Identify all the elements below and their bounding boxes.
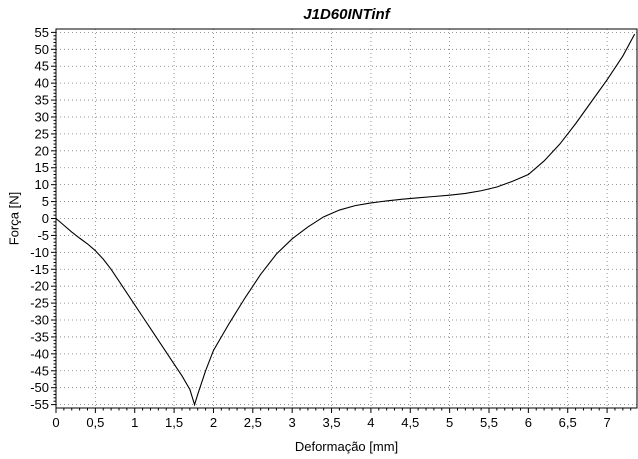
- x-tick-label: 2: [210, 415, 217, 430]
- y-tick-label: 40: [35, 76, 49, 91]
- y-tick-label: 50: [35, 42, 49, 57]
- y-tick-label: -20: [30, 279, 49, 294]
- x-tick-label: 0,5: [86, 415, 104, 430]
- y-tick-label: 45: [35, 59, 49, 74]
- y-tick-label: 10: [35, 177, 49, 192]
- x-tick-label: 0: [52, 415, 59, 430]
- x-tick-label: 5,5: [480, 415, 498, 430]
- y-tick-label: -15: [30, 262, 49, 277]
- force-deformation-curve: [55, 33, 636, 407]
- y-tick-label: -5: [37, 228, 49, 243]
- x-tick-label: 3: [289, 415, 296, 430]
- y-tick-label: 30: [35, 109, 49, 124]
- y-tick-label: 20: [35, 143, 49, 158]
- x-tick-label: 5: [446, 415, 453, 430]
- axis-ticks: [51, 31, 632, 413]
- y-tick-label: -35: [30, 329, 49, 344]
- x-tick-label: 1: [131, 415, 138, 430]
- x-tick-label: 1,5: [165, 415, 183, 430]
- y-tick-label: -25: [30, 296, 49, 311]
- y-tick-label: -55: [30, 397, 49, 412]
- x-tick-label: 2,5: [244, 415, 262, 430]
- y-tick-label: -45: [30, 363, 49, 378]
- grid-lines: [55, 29, 637, 408]
- x-axis-label: Deformação [mm]: [295, 439, 398, 454]
- x-tick-label: 3,5: [323, 415, 341, 430]
- x-tick-labels: 0 0,5 1 1,5 2 2,5 3 3,5 4 4,5 5 5,5 6 6,5 7: [52, 415, 610, 430]
- y-tick-label: -30: [30, 313, 49, 328]
- y-tick-label: -50: [30, 380, 49, 395]
- plot-frame: [55, 28, 638, 409]
- y-tick-label: 5: [42, 194, 49, 209]
- y-tick-label: -40: [30, 346, 49, 361]
- y-tick-label: -10: [30, 245, 49, 260]
- x-tick-label: 6,5: [559, 415, 577, 430]
- x-tick-label: 4: [367, 415, 374, 430]
- y-axis-label: Força [N]: [7, 192, 22, 245]
- y-tick-label: 55: [35, 25, 49, 40]
- y-tick-label: 0: [42, 211, 49, 226]
- x-tick-label: 6: [525, 415, 532, 430]
- chart-title: J1D60INTinf: [303, 6, 391, 23]
- x-tick-label: 7: [603, 415, 610, 430]
- y-tick-label: 15: [35, 160, 49, 175]
- y-tick-label: 25: [35, 126, 49, 141]
- y-tick-label: 35: [35, 93, 49, 108]
- y-tick-labels: 5550454035302520151050-5-10-15-20-25-30-…: [30, 25, 49, 412]
- x-tick-label: 4,5: [401, 415, 419, 430]
